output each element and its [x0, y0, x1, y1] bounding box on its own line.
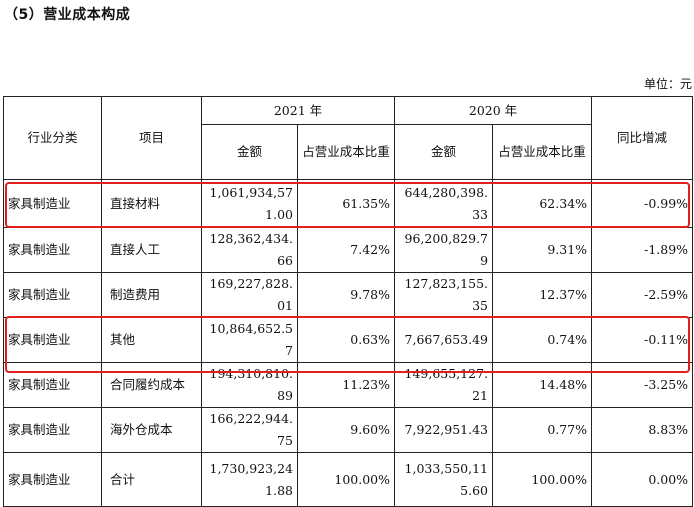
- cell-yoy: -0.11%: [591, 317, 694, 363]
- cell-ratio-2020: 14.48%: [492, 362, 593, 408]
- cell-industry: 家具制造业: [3, 272, 102, 318]
- cell-yoy: 0.00%: [591, 452, 694, 507]
- cell-amount-2021: 128,362,434.66: [201, 227, 298, 273]
- header-amount-2021: 金额: [201, 124, 298, 180]
- header-ratio-2020: 占营业成本比重: [492, 124, 593, 180]
- cell-amount-2021: 10,864,652.57: [201, 317, 298, 363]
- cell-item: 合同履约成本: [101, 362, 202, 408]
- cell-ratio-2021: 9.78%: [296, 272, 396, 318]
- cell-amount-2021: 166,222,944.75: [201, 407, 298, 453]
- table-row: 家具制造业 直接人工 128,362,434.66 7.42% 96,200,829.7…: [3, 227, 694, 273]
- cell-item: 直接材料: [101, 179, 202, 228]
- cell-ratio-2020: 0.74%: [492, 317, 593, 363]
- cell-item: 制造费用: [101, 272, 202, 318]
- table-row: 家具制造业 合同履约成本 194,310,810.89 11.23% 149,655,1…: [3, 362, 694, 408]
- cell-ratio-2021: 100.00%: [296, 452, 396, 507]
- cell-amount-2020: 127,823,155.35: [394, 272, 494, 318]
- cell-amount-2020: 1,033,550,115.60: [394, 452, 494, 507]
- table-row: 家具制造业 其他 10,864,652.57 0.63% 7,667,653.49 0.7…: [3, 317, 694, 363]
- header-yoy: 同比增减: [591, 96, 694, 180]
- cell-amount-2020: 7,922,951.43: [394, 407, 494, 453]
- cell-amount-2021: 169,227,828.01: [201, 272, 298, 318]
- cell-amount-2021: 194,310,810.89: [201, 362, 298, 408]
- cell-ratio-2020: 62.34%: [492, 179, 593, 228]
- cell-amount-2021: 1,061,934,571.00: [201, 179, 298, 228]
- table-row: 家具制造业 合计 1,730,923,241.88 100.00% 1,033,550,…: [3, 452, 694, 507]
- cell-ratio-2021: 9.60%: [296, 407, 396, 453]
- cell-industry: 家具制造业: [3, 452, 102, 507]
- cell-yoy: -2.59%: [591, 272, 694, 318]
- header-year-2020: 2020 年: [394, 96, 593, 125]
- table-row: 家具制造业 海外仓成本 166,222,944.75 9.60% 7,922,951.4…: [3, 407, 694, 453]
- cell-ratio-2021: 11.23%: [296, 362, 396, 408]
- cell-yoy: -1.89%: [591, 227, 694, 273]
- cell-ratio-2021: 7.42%: [296, 227, 396, 273]
- cell-ratio-2020: 9.31%: [492, 227, 593, 273]
- cell-ratio-2020: 0.77%: [492, 407, 593, 453]
- cell-amount-2020: 96,200,829.79: [394, 227, 494, 273]
- header-amount-2020: 金额: [394, 124, 494, 180]
- header-ratio-2021: 占营业成本比重: [296, 124, 396, 180]
- cell-industry: 家具制造业: [3, 179, 102, 228]
- cell-item: 合计: [101, 452, 202, 507]
- cell-yoy: -0.99%: [591, 179, 694, 228]
- cell-ratio-2021: 61.35%: [296, 179, 396, 228]
- cell-amount-2020: 644,280,398.33: [394, 179, 494, 228]
- cell-amount-2020: 149,655,127.21: [394, 362, 494, 408]
- cell-ratio-2020: 12.37%: [492, 272, 593, 318]
- cell-industry: 家具制造业: [3, 227, 102, 273]
- cell-amount-2020: 7,667,653.49: [394, 317, 494, 363]
- header-year-2021: 2021 年: [200, 96, 396, 125]
- cell-amount-2021: 1,730,923,241.88: [201, 452, 298, 507]
- cell-yoy: -3.25%: [591, 362, 694, 408]
- cell-ratio-2021: 0.63%: [296, 317, 396, 363]
- header-industry: 行业分类: [3, 96, 102, 180]
- section-title: （5）营业成本构成: [4, 7, 131, 23]
- unit-label: 单位：元: [643, 77, 692, 91]
- header-item: 项目: [101, 96, 202, 180]
- cell-industry: 家具制造业: [3, 407, 102, 453]
- cost-structure-table: 行业分类 项目 2021 年 2020 年 同比增减 金额 占营业成本比重 金额…: [3, 96, 694, 507]
- cell-industry: 家具制造业: [3, 362, 102, 408]
- cell-item: 海外仓成本: [101, 407, 202, 453]
- cell-industry: 家具制造业: [3, 317, 102, 363]
- cell-item: 直接人工: [101, 227, 202, 273]
- cell-yoy: 8.83%: [591, 407, 694, 453]
- table-row: 家具制造业 制造费用 169,227,828.01 9.78% 127,823,155.…: [3, 272, 694, 318]
- table-row: 家具制造业 直接材料 1,061,934,571.00 61.35% 644,280,3…: [3, 179, 694, 228]
- cell-ratio-2020: 100.00%: [492, 452, 593, 507]
- cell-item: 其他: [101, 317, 202, 363]
